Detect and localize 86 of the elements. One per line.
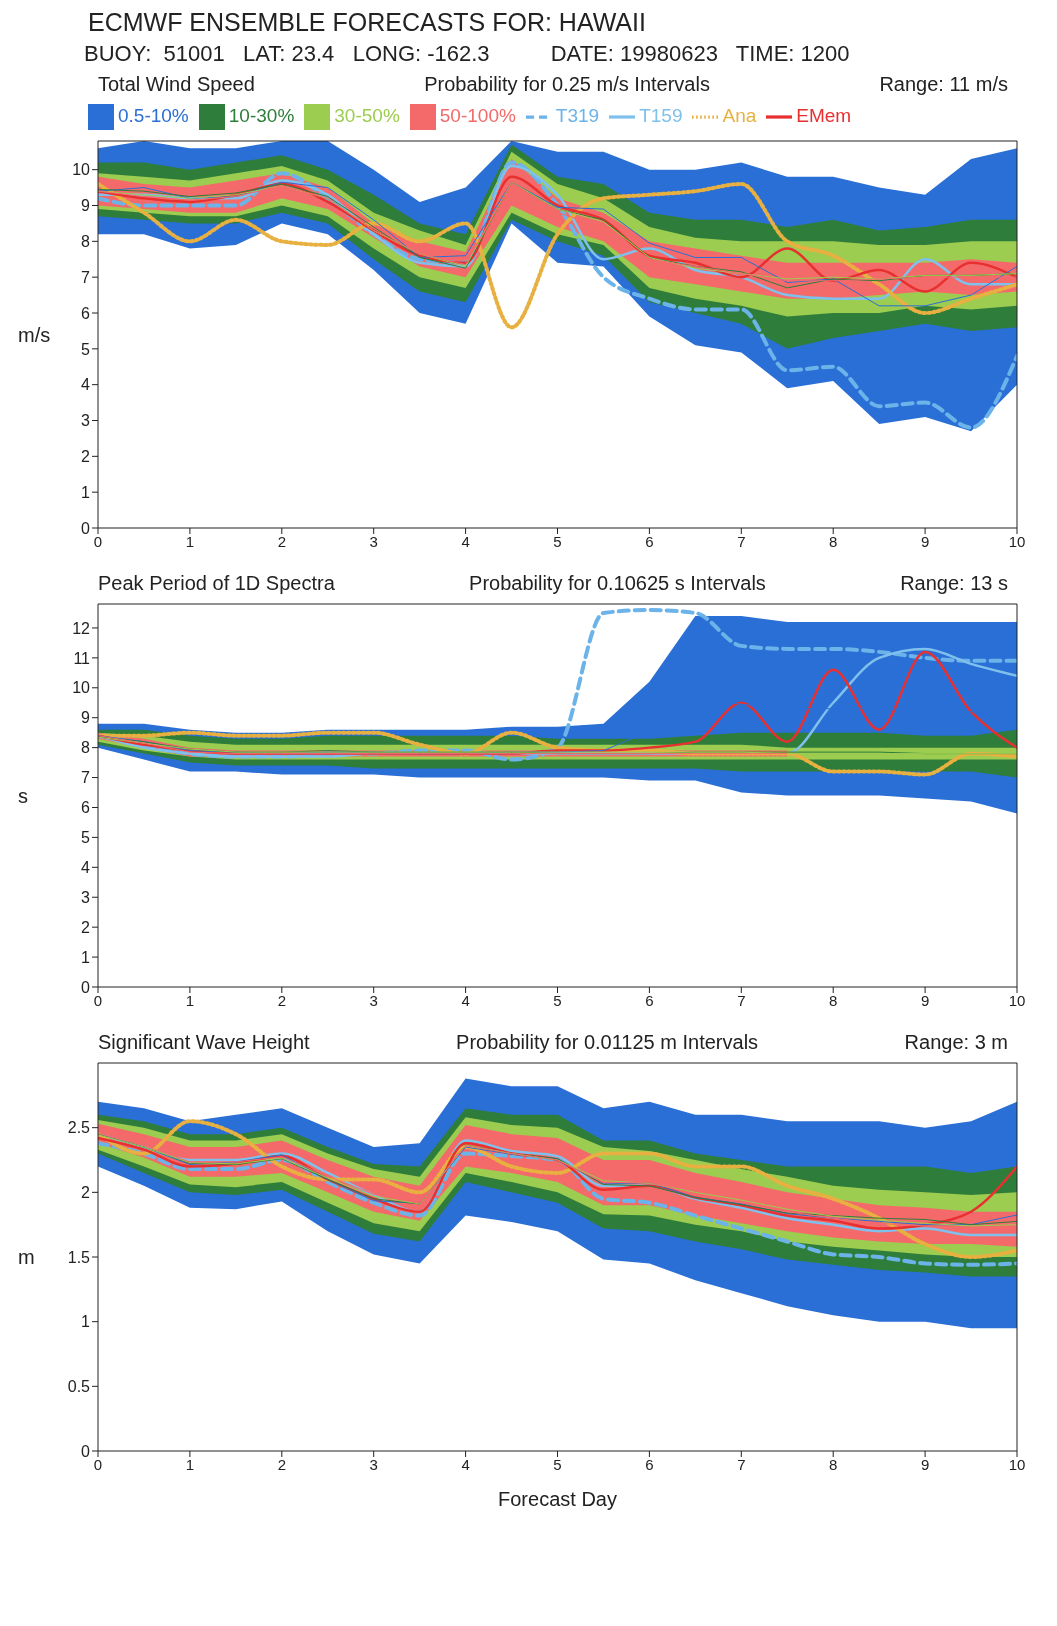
y-axis-title: s	[18, 784, 28, 807]
y-tick-label: 0	[81, 519, 91, 537]
legend-label: 30-50%	[334, 105, 400, 127]
legend-label: 10-30%	[228, 105, 295, 127]
y-tick-label: 9	[81, 709, 91, 727]
y-tick-label: 8	[81, 233, 91, 251]
text: Probability for 0.01125 m Intervals	[456, 1031, 759, 1054]
x-tick-label: 0	[93, 1455, 103, 1473]
y-tick-label: 9	[81, 197, 91, 215]
y-tick-label: 2	[81, 918, 91, 936]
x-tick-label: 9	[920, 532, 930, 550]
y-axis-title: m	[18, 1246, 35, 1269]
x-tick-label: 1	[185, 1455, 195, 1473]
y-tick-label: 0	[81, 978, 91, 996]
x-tick-label: 2	[277, 532, 286, 550]
y-tick-label: 3	[81, 412, 91, 430]
y-tick-label: 6	[81, 304, 91, 322]
text: Range: 11 m/s	[879, 73, 1008, 96]
x-tick-label: 4	[461, 991, 470, 1009]
legend-label: T319	[555, 105, 600, 127]
y-tick-label: 4	[81, 376, 91, 394]
x-tick-label: 4	[461, 1455, 470, 1473]
y-tick-label: 5	[81, 340, 91, 358]
x-tick-label: 5	[553, 1455, 562, 1473]
chart-subtitle: BUOY: 51001 LAT: 23.4 LONG: -162.3 DATE: 19980623 TIME: 1200	[83, 41, 851, 67]
y-tick-label: 2	[81, 1184, 91, 1202]
text: Probability for 0.10625 s Intervals	[469, 572, 766, 595]
chart-title: Significant Wave Height	[98, 1031, 310, 1054]
legend-label: EMem	[796, 105, 852, 127]
y-tick-label: 10	[72, 679, 91, 697]
x-tick-label: 5	[553, 991, 562, 1009]
chart-title: Peak Period of 1D Spectra	[98, 572, 335, 595]
chart-title: ECMWF ENSEMBLE FORECASTS FOR: HAWAII	[87, 8, 647, 37]
y-tick-label: 12	[72, 619, 91, 637]
x-tick-label: 8	[829, 532, 838, 550]
x-tick-label: 6	[645, 532, 654, 550]
x-tick-label: 9	[920, 1455, 930, 1473]
x-tick-label: 2	[277, 1455, 286, 1473]
legend-label: T159	[639, 105, 683, 127]
y-tick-label: 4	[81, 858, 91, 876]
x-tick-label: 6	[645, 991, 654, 1009]
y-tick-label: 10	[72, 161, 91, 179]
text: Range: 13 s	[900, 572, 1008, 595]
x-tick-label: 2	[277, 991, 286, 1009]
x-tick-label: 0	[93, 532, 103, 550]
x-tick-label: 7	[737, 532, 746, 550]
y-axis-title: m/s	[18, 323, 51, 346]
legend-label: 50-100%	[439, 105, 516, 127]
y-tick-label: 1	[81, 1313, 91, 1331]
x-tick-label: 8	[829, 991, 838, 1009]
y-tick-label: 6	[81, 799, 91, 817]
x-tick-label: 9	[920, 991, 930, 1009]
y-tick-label: 2	[81, 448, 91, 466]
y-tick-label: 0.5	[67, 1378, 91, 1396]
y-tick-label: 11	[73, 649, 91, 667]
x-tick-label: 1	[185, 991, 195, 1009]
x-tick-label: 7	[737, 991, 746, 1009]
x-tick-label: 5	[553, 532, 562, 550]
x-tick-label: 10	[1008, 1455, 1026, 1473]
x-tick-label: 10	[1008, 991, 1026, 1009]
x-tick-label: 0	[93, 991, 103, 1009]
y-tick-label: 0	[81, 1442, 91, 1460]
x-tick-label: 6	[645, 1455, 654, 1473]
x-tick-label: 7	[737, 1455, 746, 1473]
x-tick-label: 3	[369, 1455, 378, 1473]
y-tick-label: 2.5	[67, 1119, 91, 1137]
x-tick-label: 8	[829, 1455, 838, 1473]
y-tick-label: 8	[81, 739, 91, 757]
y-tick-label: 7	[81, 268, 91, 286]
x-tick-label: 10	[1008, 532, 1026, 550]
text: Probability for 0.25 m/s Intervals	[424, 73, 710, 96]
y-tick-label: 1	[81, 483, 91, 501]
legend-label: Ana	[722, 105, 757, 127]
legend-label: 0.5-10%	[118, 105, 189, 127]
y-tick-label: 7	[81, 769, 91, 787]
x-tick-label: 3	[369, 991, 378, 1009]
text: Range: 3 m	[904, 1031, 1008, 1054]
y-tick-label: 5	[81, 829, 91, 847]
text: Total Wind Speed	[98, 73, 255, 96]
x-axis-title: Forecast Day	[498, 1488, 617, 1510]
y-tick-label: 1	[81, 948, 91, 966]
x-tick-label: 3	[369, 532, 378, 550]
y-tick-label: 1.5	[67, 1248, 91, 1266]
x-tick-label: 1	[185, 532, 195, 550]
y-tick-label: 3	[81, 888, 91, 906]
x-tick-label: 4	[461, 532, 470, 550]
